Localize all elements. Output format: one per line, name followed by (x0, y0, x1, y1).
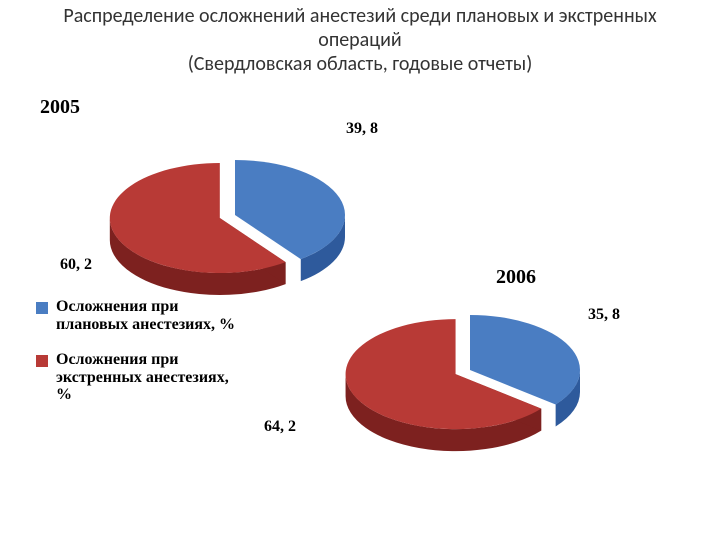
label-2005-planned: 39, 8 (346, 120, 378, 138)
slide: Распределение осложнений анестезий среди… (0, 0, 720, 540)
legend: Осложнения при плановых анестезиях, % Ос… (36, 298, 246, 422)
legend-item-emergency: Осложнения при экстренных анестезиях, % (36, 351, 246, 404)
legend-label-emergency: Осложнения при экстренных анестезиях, % (56, 351, 246, 404)
legend-swatch-planned (36, 302, 48, 314)
legend-swatch-emergency (36, 355, 48, 367)
label-2006-emergency: 64, 2 (264, 418, 296, 436)
legend-label-planned: Осложнения при плановых анестезиях, % (56, 298, 246, 333)
label-2006-planned: 35, 8 (588, 306, 620, 324)
label-2005-emergency: 60, 2 (60, 256, 92, 274)
pie-charts (0, 0, 720, 540)
legend-item-planned: Осложнения при плановых анестезиях, % (36, 298, 246, 333)
